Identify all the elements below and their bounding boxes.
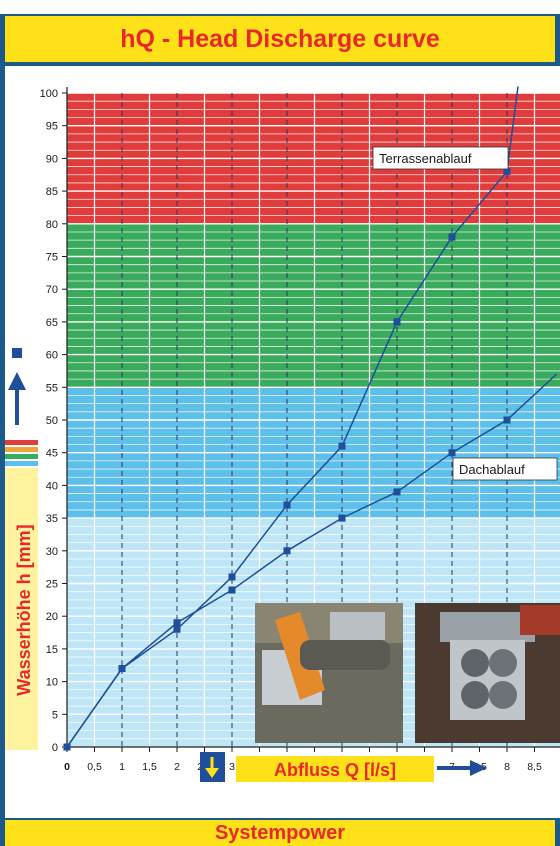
series-label-box [452,457,558,481]
series-label-box [372,146,509,170]
axes [65,87,560,751]
y-tick-label: 95 [46,121,58,133]
series-label: Dachablauf [459,462,525,477]
series-point-1 [393,488,401,496]
y-tick-label: 50 [46,415,58,427]
series-line-0 [66,86,519,748]
y-tick-label: 20 [46,611,58,623]
x-tick-label: 1 [119,761,125,773]
y-tick-label: 35 [46,513,58,525]
photo-dachablauf [415,603,560,743]
series-point-0 [503,167,511,175]
y-tick-label: 60 [46,350,58,362]
series-point-0 [448,233,456,241]
series-point-1 [63,743,71,751]
footer-label: Systempower [214,821,346,844]
x-tick-label: 1,5 [142,761,157,773]
ylabel-band [5,468,38,750]
series-point-0 [338,442,346,450]
footer-bar: Systempower [5,820,555,846]
x-tick-label: 3 [229,761,235,773]
y-tick-label: 70 [46,284,58,296]
series-point-0 [173,625,181,633]
series-point-1 [448,449,456,457]
y-tick-label: 90 [46,153,58,165]
y-tick-label: 65 [46,317,58,329]
x-axis-legend: Abfluss Q [l/s] [200,752,487,782]
y-tick-label: 40 [46,480,58,492]
series-label: Terrassenablauf [379,151,472,166]
water-level-marker-icon [12,348,22,358]
series-point-0 [283,501,291,509]
page-title: hQ - Head Discharge curve [120,24,440,53]
series-point-0 [393,318,401,326]
x-tick-label: 0 [64,761,70,773]
y-tick-label: 15 [46,644,58,656]
series-point-1 [228,586,236,594]
x-tick-label: 8 [504,761,510,773]
y-axis-label: Wasserhöhe h [mm] [14,524,34,695]
title-bar: hQ - Head Discharge curve [5,16,555,62]
y-tick-label: 75 [46,252,58,264]
clipped-top-text [0,0,560,14]
photo-terrassenablauf [255,603,403,743]
product-photos [255,603,560,743]
arrow-up-icon [8,372,26,425]
series-point-1 [283,547,291,555]
level-stripes [5,440,38,466]
y-tick-label: 55 [46,382,58,394]
series-line-1 [66,373,558,748]
x-tick-label: 8,5 [527,761,542,773]
y-tick-label: 5 [52,709,58,721]
series-point-1 [503,416,511,424]
series-point-0 [228,573,236,581]
arrow-right-icon [437,760,487,776]
side-legend: Wasserhöhe h [mm] [5,348,38,750]
x-tick-label: 2 [174,761,180,773]
y-tick-label: 85 [46,186,58,198]
series-point-1 [338,514,346,522]
x-tick-label: 0,5 [87,761,102,773]
y-tick-label: 30 [46,546,58,558]
y-tick-label: 100 [40,88,58,100]
y-tick-label: 10 [46,677,58,689]
series-point-1 [118,665,126,673]
x-axis-label: Abfluss Q [l/s] [274,760,396,780]
xlabel-band [236,756,434,782]
series-lines [63,86,558,751]
series-point-1 [173,619,181,627]
series-labels: Terrassenablauf Dachablauf [372,146,558,481]
y-tick-label: 25 [46,579,58,591]
y-tick-label: 80 [46,219,58,231]
arrow-down-icon [205,757,219,778]
y-tick-label: 0 [52,742,58,754]
y-tick-label: 45 [46,448,58,460]
